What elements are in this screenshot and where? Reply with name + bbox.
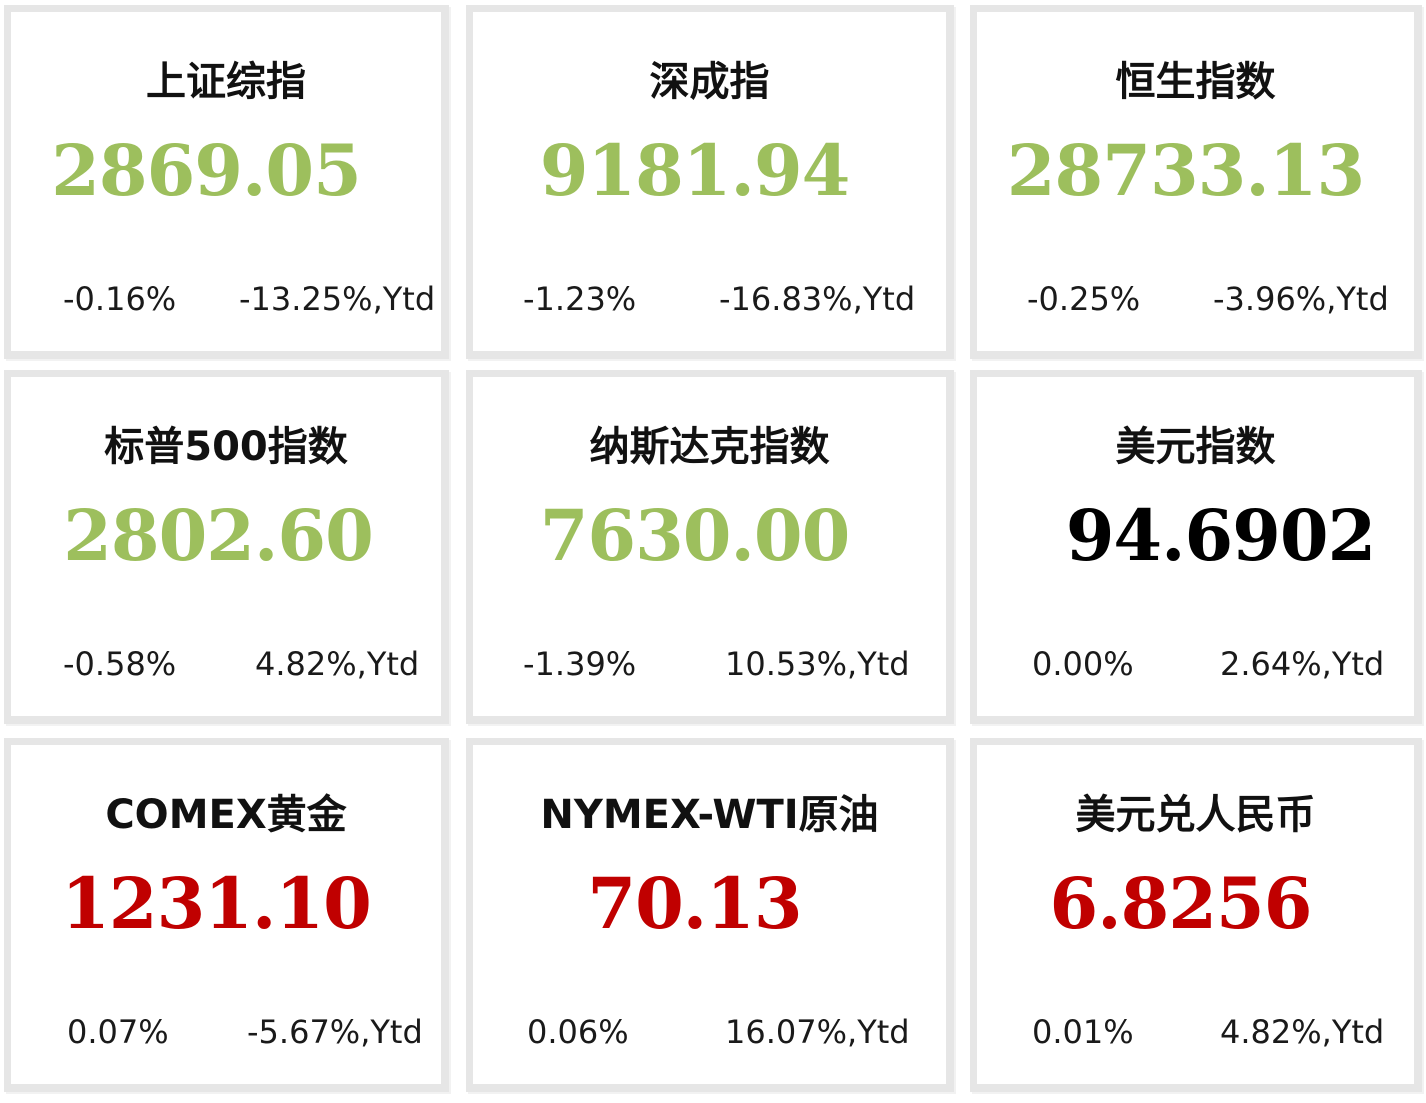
card-title: 美元指数 — [1115, 424, 1276, 470]
card-daily-change: 0.00% — [1032, 645, 1134, 683]
card-title: NYMEX-WTI原油 — [540, 792, 879, 838]
card-daily-change: -1.23% — [523, 280, 637, 318]
card-value: 1231.10 — [61, 862, 372, 945]
card-daily-change: -1.39% — [523, 645, 637, 683]
card-ytd-change: -5.67%,Ytd — [247, 1013, 423, 1051]
card-daily-change: 0.01% — [1032, 1013, 1134, 1051]
card-daily-change: -0.58% — [63, 645, 177, 683]
card-ytd-change: 4.82%,Ytd — [1220, 1013, 1385, 1051]
card-value: 9181.94 — [539, 129, 851, 212]
card-value: 28733.13 — [1006, 129, 1365, 212]
index-card-sp500: 标普500指数 2802.60 -0.58% 4.82%,Ytd — [4, 370, 449, 724]
card-title: 纳斯达克指数 — [589, 424, 830, 470]
index-card-nasdaq: 纳斯达克指数 7630.00 -1.39% 10.53%,Ytd — [466, 370, 954, 724]
card-daily-change: 0.06% — [527, 1013, 629, 1051]
index-card-comex-gold: COMEX黄金 1231.10 0.07% -5.67%,Ytd — [4, 738, 449, 1092]
card-title: 美元兑人民币 — [1075, 792, 1316, 838]
card-ytd-change: -16.83%,Ytd — [719, 280, 916, 318]
card-title: 上证综指 — [146, 59, 306, 105]
card-ytd-change: 2.64%,Ytd — [1220, 645, 1385, 683]
index-card-shenzhen: 深成指 9181.94 -1.23% -16.83%,Ytd — [466, 5, 954, 359]
card-value: 94.6902 — [1065, 494, 1377, 577]
card-title: COMEX黄金 — [105, 792, 347, 838]
index-card-shanghai: 上证综指 2869.05 -0.16% -13.25%,Ytd — [4, 5, 449, 359]
card-ytd-change: 10.53%,Ytd — [725, 645, 910, 683]
index-card-nymex-wti: NYMEX-WTI原油 70.13 0.06% 16.07%,Ytd — [466, 738, 954, 1092]
card-value: 6.8256 — [1049, 862, 1313, 945]
card-ytd-change: 16.07%,Ytd — [725, 1013, 910, 1051]
card-title: 标普500指数 — [104, 424, 348, 470]
card-title: 深成指 — [649, 59, 770, 105]
index-card-dollar-index: 美元指数 94.6902 0.00% 2.64%,Ytd — [970, 370, 1422, 724]
card-daily-change: 0.07% — [67, 1013, 169, 1051]
card-value: 2802.60 — [63, 494, 374, 577]
card-daily-change: -0.25% — [1027, 280, 1141, 318]
card-ytd-change: 4.82%,Ytd — [255, 645, 420, 683]
index-card-hangseng: 恒生指数 28733.13 -0.25% -3.96%,Ytd — [970, 5, 1422, 359]
card-value: 2869.05 — [51, 129, 362, 212]
card-daily-change: -0.16% — [63, 280, 177, 318]
card-ytd-change: -13.25%,Ytd — [239, 280, 436, 318]
card-value: 70.13 — [587, 862, 802, 945]
card-value: 7630.00 — [539, 494, 851, 577]
card-title: 恒生指数 — [1115, 59, 1276, 105]
index-card-usd-cny: 美元兑人民币 6.8256 0.01% 4.82%,Ytd — [970, 738, 1422, 1092]
card-ytd-change: -3.96%,Ytd — [1213, 280, 1389, 318]
